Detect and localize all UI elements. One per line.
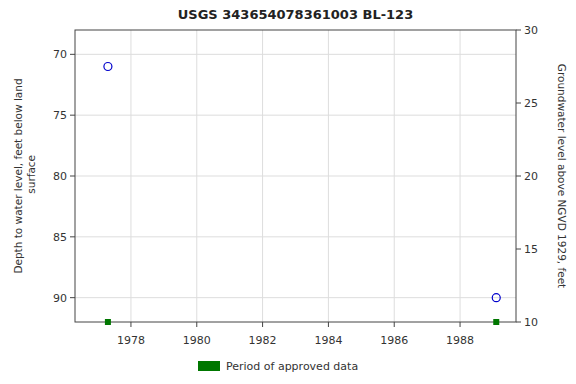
y-tick [70,115,75,116]
y2-tick [516,322,521,323]
y2-tick-label: 20 [524,170,538,183]
x-tick-label: 1986 [380,334,408,347]
x-tick [262,322,263,327]
y-axis-label-line: surface [25,155,37,197]
data-clipped [104,63,500,302]
x-tick [460,322,461,327]
x-tick-label: 1984 [314,334,342,347]
y-tick-label: 90 [53,292,67,305]
y-tick [70,297,75,298]
y-axis: 70 75 80 85 90 [53,48,75,304]
y-axis-label-line: Depth to water level, feet below land [12,78,24,273]
data-edge [105,319,499,325]
grid-line-y [75,54,516,55]
y-tick [70,176,75,177]
y2-axis-label: Groundwater level above NGVD 1929, feet [556,64,568,288]
y-tick-label: 85 [53,231,67,244]
y2-axis: 10 15 20 25 30 [516,24,538,329]
y-tick-label: 80 [53,170,67,183]
data-point [104,63,112,71]
x-tick [130,322,131,327]
x-axis: 1978 1980 1982 1984 1986 1988 [117,322,474,347]
x-tick-label: 1978 [117,334,145,347]
x-tick-label: 1980 [183,334,211,347]
x-tick [196,322,197,327]
x-tick [394,322,395,327]
legend-swatch [198,361,220,371]
y-tick-label: 70 [53,48,67,61]
grid [75,30,516,322]
y-tick [70,236,75,237]
x-tick-label: 1988 [446,334,474,347]
y2-tick [516,176,521,177]
y2-tick-label: 15 [524,243,538,256]
y2-tick [516,103,521,104]
x-tick [328,322,329,327]
y2-tick-label: 30 [524,24,538,37]
approved-marker [493,319,499,325]
grid-line-y [75,115,516,116]
y-tick-label: 75 [53,109,67,122]
y2-tick [516,30,521,31]
y2-tick [516,249,521,250]
chart-container: 1978 1980 1982 1984 1986 1988 70 75 80 85 90 10 15 20… [0,0,576,384]
data-point [492,294,500,302]
approved-marker [105,319,111,325]
title: USGS 343654078361003 BL-123 [178,7,413,22]
grid-line-y [75,297,516,298]
legend-label: Period of approved data [226,360,358,373]
legend: Period of approved data [198,360,358,373]
plot-frame [75,30,516,322]
grid-line-y [75,176,516,177]
chart-svg: 1978 1980 1982 1984 1986 1988 70 75 80 85 90 10 15 20… [0,0,576,384]
x-tick-label: 1982 [249,334,277,347]
y2-tick-label: 25 [524,97,538,110]
y-tick [70,54,75,55]
y-axis-label: Depth to water level, feet below land su… [12,78,37,273]
grid-line-y [75,236,516,237]
y2-tick-label: 10 [524,316,538,329]
